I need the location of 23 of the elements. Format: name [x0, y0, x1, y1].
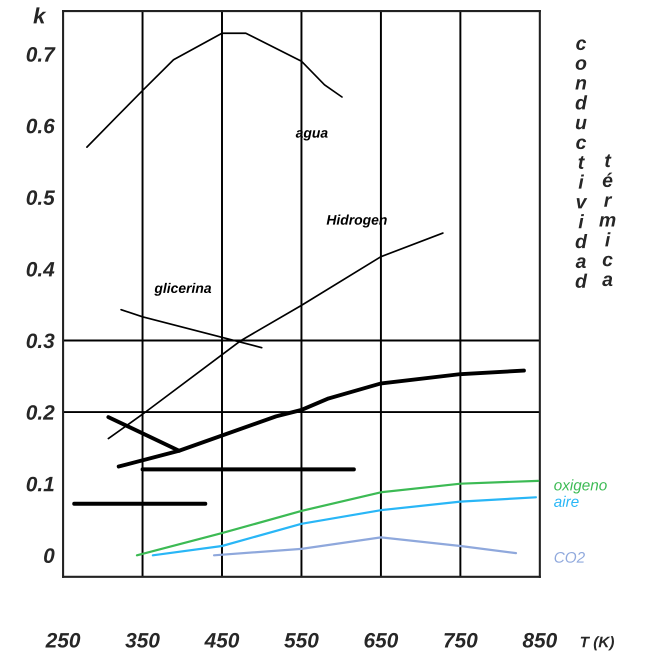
x-axis-title: T (K)	[580, 636, 614, 650]
text: conductividad	[575, 39, 588, 288]
x-tick-label: 350	[125, 632, 160, 648]
y-axis-title: k	[33, 7, 46, 24]
series-label: aire	[554, 496, 579, 507]
y-tick-label: 0.3	[26, 333, 55, 348]
series-label: oxigeno	[554, 479, 607, 494]
x-tick-label: 250	[45, 632, 80, 648]
text: CO2	[554, 552, 585, 563]
y-tick-label: 0.2	[26, 405, 55, 420]
x-tick-label: 450	[204, 632, 240, 648]
x-tick-label: 850	[522, 632, 558, 648]
y-tick-label: 0	[44, 548, 55, 564]
y-tick-label: 0.7	[26, 47, 56, 62]
y-tick-label: 0.4	[26, 262, 54, 277]
text: térmica	[599, 154, 616, 286]
x-tick-label: 750	[444, 632, 478, 648]
y-tick-label: 0.5	[26, 190, 55, 206]
y-tick-label: 0.6	[26, 118, 55, 134]
x-tick-label: 650	[364, 632, 398, 648]
x-tick-label: 550	[284, 632, 319, 648]
y-tick-label: 0.1	[26, 476, 54, 492]
series-label: glicerina	[154, 282, 212, 296]
